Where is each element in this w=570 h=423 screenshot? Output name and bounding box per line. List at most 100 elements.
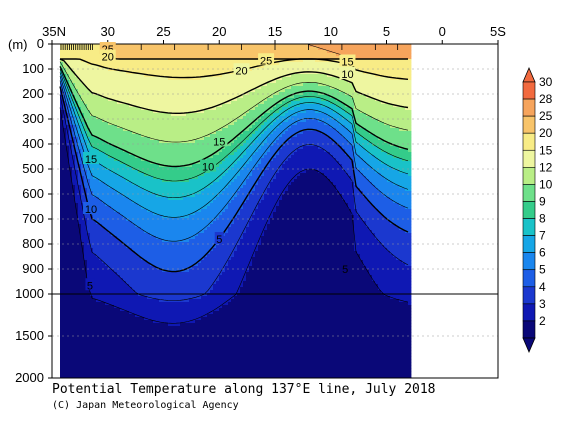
temperature-cell xyxy=(102,272,106,276)
temperature-cell xyxy=(117,164,121,168)
temperature-cell xyxy=(99,98,103,102)
temperature-cell xyxy=(147,158,151,162)
temperature-cell xyxy=(60,185,64,189)
temperature-cell xyxy=(144,197,148,201)
temperature-cell xyxy=(108,68,112,72)
temperature-cell xyxy=(177,173,181,177)
temperature-cell xyxy=(153,167,157,171)
temperature-cell xyxy=(171,125,175,129)
temperature-cell xyxy=(123,62,127,66)
temperature-cell xyxy=(177,188,181,192)
temperature-cell xyxy=(153,104,157,108)
temperature-cell xyxy=(102,113,106,117)
temperature-cell xyxy=(69,275,73,279)
temperature-cell xyxy=(72,359,76,363)
temperature-cell xyxy=(117,254,121,258)
temperature-cell xyxy=(138,131,142,135)
temperature-cell xyxy=(183,194,187,198)
temperature-cell xyxy=(81,308,85,312)
temperature-cell xyxy=(135,146,139,150)
temperature-cell xyxy=(183,161,187,165)
temperature-cell xyxy=(156,89,160,93)
temperature-cell xyxy=(75,233,79,237)
temperature-cell xyxy=(75,350,79,354)
temperature-cell xyxy=(147,86,151,90)
temperature-cell xyxy=(126,200,130,204)
temperature-cell xyxy=(168,116,172,120)
temperature-cell xyxy=(114,167,118,171)
temperature-cell xyxy=(120,305,124,309)
temperature-cell xyxy=(129,314,133,318)
temperature-cell xyxy=(87,317,91,321)
temperature-cell xyxy=(81,371,85,375)
temperature-cell xyxy=(162,293,166,297)
temperature-cell xyxy=(132,146,136,150)
temperature-cell xyxy=(120,188,124,192)
temperature-cell xyxy=(186,356,190,360)
temperature-cell xyxy=(108,212,112,216)
temperature-cell xyxy=(87,347,91,351)
temperature-cell xyxy=(117,182,121,186)
temperature-cell xyxy=(96,182,100,186)
temperature-cell xyxy=(102,329,106,333)
temperature-cell xyxy=(162,374,166,378)
temperature-cell xyxy=(180,104,184,108)
temperature-cell xyxy=(75,356,79,360)
temperature-cell xyxy=(66,275,70,279)
temperature-cell xyxy=(126,257,130,261)
temperature-cell xyxy=(87,140,91,144)
temperature-cell xyxy=(141,350,145,354)
temperature-cell xyxy=(78,146,82,150)
temperature-cell xyxy=(69,44,73,48)
temperature-cell xyxy=(153,116,157,120)
temperature-cell xyxy=(174,122,178,126)
temperature-cell xyxy=(66,146,70,150)
temperature-cell xyxy=(69,95,73,99)
temperature-cell xyxy=(132,230,136,234)
temperature-cell xyxy=(183,110,187,114)
temperature-cell xyxy=(138,344,142,348)
temperature-cell xyxy=(171,122,175,126)
temperature-cell xyxy=(93,86,97,90)
temperature-cell xyxy=(114,224,118,228)
temperature-cell xyxy=(60,218,64,222)
temperature-cell xyxy=(129,260,133,264)
temperature-cell xyxy=(126,317,130,321)
temperature-cell xyxy=(138,284,142,288)
temperature-cell xyxy=(189,50,193,54)
temperature-cell xyxy=(168,371,172,375)
temperature-cell xyxy=(153,323,157,327)
temperature-cell xyxy=(123,296,127,300)
temperature-cell xyxy=(129,287,133,291)
temperature-cell xyxy=(117,98,121,102)
temperature-cell xyxy=(168,341,172,345)
temperature-cell xyxy=(132,131,136,135)
temperature-cell xyxy=(120,161,124,165)
temperature-cell xyxy=(189,77,193,81)
temperature-cell xyxy=(165,338,169,342)
temperature-cell xyxy=(78,53,82,57)
temperature-cell xyxy=(126,230,130,234)
temperature-cell xyxy=(180,149,184,153)
temperature-cell xyxy=(60,248,64,252)
temperature-cell xyxy=(84,230,88,234)
temperature-cell xyxy=(174,44,178,48)
temperature-cell xyxy=(135,101,139,105)
temperature-cell xyxy=(174,263,178,267)
temperature-cell xyxy=(90,197,94,201)
temperature-cell xyxy=(183,182,187,186)
temperature-cell xyxy=(165,209,169,213)
temperature-cell xyxy=(120,269,124,273)
temperature-cell xyxy=(168,326,172,330)
temperature-cell xyxy=(189,104,193,108)
temperature-cell xyxy=(183,134,187,138)
temperature-cell xyxy=(72,218,76,222)
temperature-cell xyxy=(120,116,124,120)
temperature-cell xyxy=(117,362,121,366)
temperature-cell xyxy=(141,74,145,78)
temperature-cell xyxy=(60,140,64,144)
temperature-cell xyxy=(168,92,172,96)
temperature-cell xyxy=(90,65,94,69)
temperature-cell xyxy=(84,185,88,189)
temperature-cell xyxy=(135,272,139,276)
